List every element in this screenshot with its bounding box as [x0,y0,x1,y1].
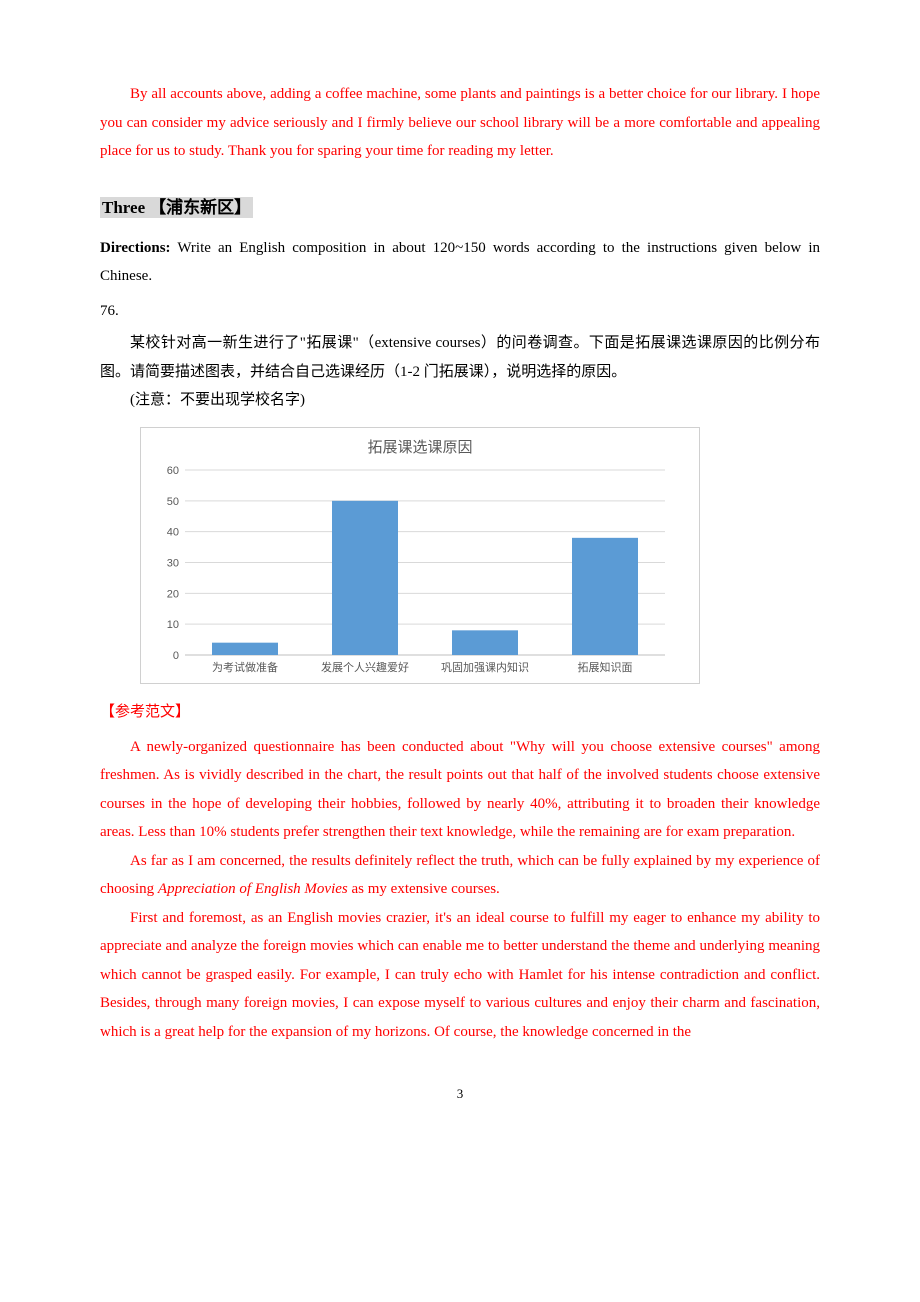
svg-text:40: 40 [167,527,179,539]
intro-paragraph: By all accounts above, adding a coffee m… [100,80,820,166]
svg-text:0: 0 [173,650,179,662]
prompt-text-b: extensive courses [375,335,481,351]
section-district: 【浦东新区】 [147,197,253,218]
directions-text: Write an English composition in about 12… [100,240,820,285]
svg-text:拓展知识面: 拓展知识面 [578,660,633,674]
section-heading: Three【浦东新区】 [100,192,820,224]
section-prefix: Three [100,197,147,218]
essay-p2-b: as my extensive courses. [348,881,500,897]
directions-label: Directions: [100,240,171,256]
svg-text:为考试做准备: 为考试做准备 [212,660,278,674]
svg-text:10: 10 [167,619,179,631]
svg-text:30: 30 [167,558,179,570]
essay-p2: As far as I am concerned, the results de… [100,847,820,904]
page-number: 3 [100,1082,820,1107]
svg-text:发展个人兴趣爱好: 发展个人兴趣爱好 [321,660,409,674]
svg-text:50: 50 [167,496,179,508]
directions: Directions: Write an English composition… [100,234,820,291]
svg-text:20: 20 [167,589,179,601]
prompt-note: (注意：不要出现学校名字) [100,386,820,415]
chart-svg: 0 10 20 30 40 50 60 为考试做准备 发展个人兴趣爱好 巩固加强课内知识 拓展知识面 [141,462,677,683]
svg-text:巩固加强课内知识: 巩固加强课内知识 [441,660,529,674]
prompt-cn-line1: 某校针对高一新生进行了"拓展课"（extensive courses）的问卷调查… [100,329,820,386]
question-number: 76. [100,297,820,326]
svg-text:60: 60 [167,465,179,477]
answer-heading: 【参考范文】 [100,698,820,727]
essay-p1: A newly-organized questionnaire has been… [100,733,820,847]
essay-p2-italic: Appreciation of English Movies [158,881,348,897]
bar-chart: 拓展课选课原因 0 10 20 30 40 50 60 为考试做准备 发展个人兴趣爱好 巩固加强课… [140,427,700,685]
essay-p3: First and foremost, as an English movies… [100,904,820,1047]
chart-title: 拓展课选课原因 [141,428,699,463]
prompt-text-a: 某校针对高一新生进行了"拓展课"（ [130,335,375,351]
